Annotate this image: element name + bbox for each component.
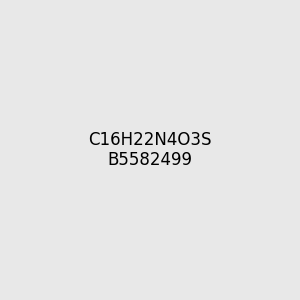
Text: C16H22N4O3S
B5582499: C16H22N4O3S B5582499 xyxy=(88,130,212,170)
